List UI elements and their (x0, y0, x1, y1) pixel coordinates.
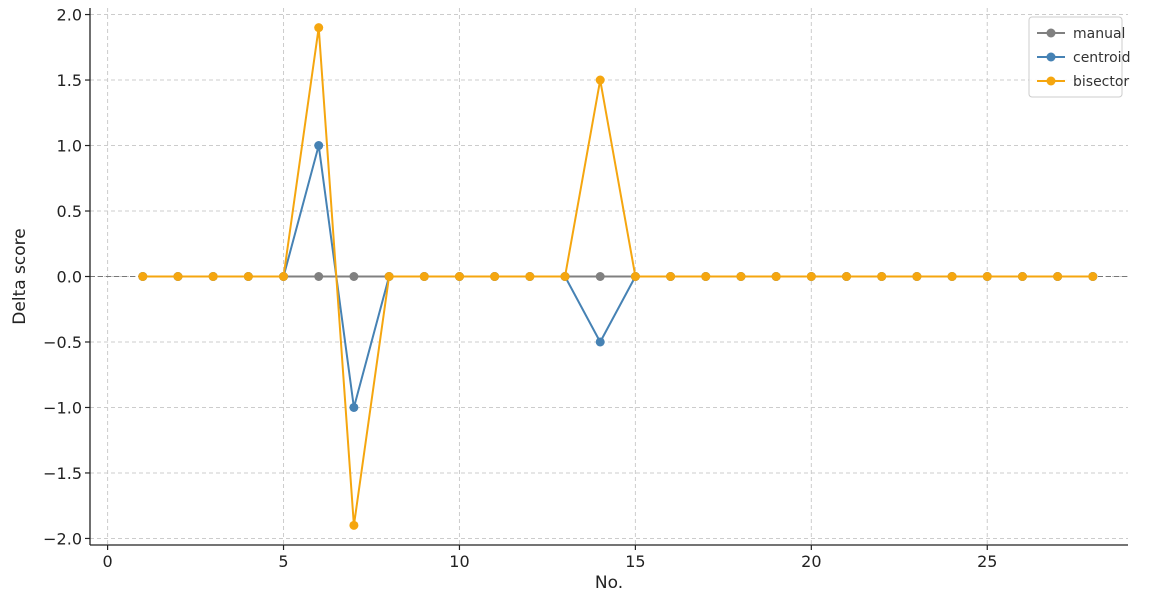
data-point-centroid (595, 337, 605, 347)
y-tick-label: 0.5 (57, 202, 82, 221)
x-tick-label: 0 (102, 552, 112, 571)
data-point-bisector (138, 272, 148, 281)
series-bisector (138, 23, 1098, 530)
data-point-centroid (314, 141, 324, 151)
data-point-bisector (736, 272, 746, 281)
data-point-bisector (666, 272, 676, 281)
tick-labels: 0 5 10 15 20 25 −2.0 −1.5 −1.0 −0.5 0.0 0.5 1.0 1.5 2.… (43, 6, 997, 571)
x-tick-label: 20 (801, 552, 821, 571)
legend-swatch-marker (1046, 76, 1056, 86)
data-point-bisector (525, 272, 535, 281)
legend-item-bisector: bisector (1037, 74, 1129, 90)
data-point-bisector (947, 272, 957, 281)
data-point-bisector (560, 272, 570, 281)
legend-label: centroid (1073, 50, 1130, 66)
data-point-manual (314, 272, 324, 281)
data-point-bisector (1088, 272, 1098, 281)
data-point-bisector (384, 272, 394, 281)
data-point-manual (595, 272, 605, 281)
x-axis-label: No. (595, 573, 623, 593)
y-tick-label: 2.0 (57, 6, 82, 25)
data-point-bisector (173, 272, 183, 281)
data-point-bisector (419, 272, 429, 281)
legend: manual centroid bisector (1028, 16, 1130, 98)
y-tick-label: −1.5 (43, 464, 82, 483)
data-point-bisector (1017, 272, 1027, 281)
data-point-bisector (806, 272, 816, 281)
data-point-bisector (243, 272, 253, 281)
data-point-bisector (279, 272, 289, 281)
data-point-bisector (877, 272, 887, 281)
data-point-manual (349, 272, 359, 281)
y-tick-label: 0.0 (57, 268, 82, 287)
data-point-bisector (701, 272, 711, 281)
data-point-bisector (842, 272, 852, 281)
data-point-bisector (454, 272, 464, 281)
data-point-bisector (1053, 272, 1063, 281)
y-tick-label: −0.5 (43, 333, 82, 352)
y-axis-label: Delta score (10, 228, 30, 324)
data-point-bisector (314, 23, 324, 33)
legend-label: manual (1073, 26, 1125, 42)
series (138, 23, 1098, 530)
x-tick-label: 25 (977, 552, 997, 571)
data-point-bisector (630, 272, 640, 281)
x-tick-label: 15 (625, 552, 645, 571)
data-point-centroid (349, 402, 359, 412)
legend-label: bisector (1073, 74, 1129, 90)
legend-item-manual: manual (1037, 26, 1125, 42)
legend-item-centroid: centroid (1037, 50, 1130, 66)
y-tick-label: 1.0 (57, 137, 82, 156)
x-tick-label: 5 (278, 552, 288, 571)
y-tick-label: 1.5 (57, 71, 82, 90)
data-point-bisector (771, 272, 781, 281)
data-point-bisector (982, 272, 992, 281)
y-tick-label: −1.0 (43, 398, 82, 417)
y-tick-label: −2.0 (43, 529, 82, 548)
data-point-bisector (349, 520, 359, 530)
data-point-bisector (490, 272, 500, 281)
data-point-bisector (208, 272, 218, 281)
legend-swatch-marker (1046, 52, 1056, 62)
x-tick-label: 10 (449, 552, 469, 571)
data-point-bisector (595, 75, 605, 85)
legend-swatch-marker (1046, 28, 1056, 38)
series-line-bisector (142, 26, 1093, 527)
data-point-bisector (912, 272, 922, 281)
